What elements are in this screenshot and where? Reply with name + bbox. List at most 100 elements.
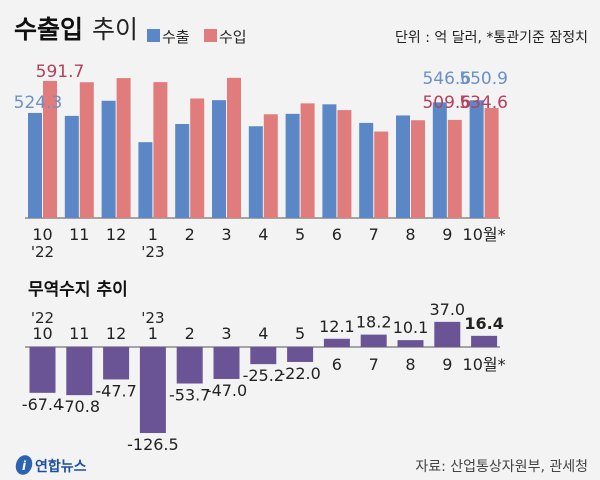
balance-chart-title: 무역수지 추이 bbox=[28, 280, 128, 300]
chart-title-light: 추이 bbox=[92, 15, 138, 44]
balance-bar bbox=[471, 335, 498, 347]
balance-bar bbox=[250, 347, 277, 365]
source-note: 자료: 산업통상자원부, 관세청 bbox=[415, 459, 588, 475]
x-tick-label: 6 bbox=[332, 355, 342, 374]
export-bar bbox=[285, 113, 300, 218]
x-tick-label: 9 bbox=[442, 225, 452, 244]
balance-bar bbox=[213, 347, 240, 379]
export-bar bbox=[469, 100, 484, 218]
x-tick-label: 10 bbox=[32, 225, 52, 244]
legend-swatch-imports bbox=[204, 29, 217, 42]
data-label: 550.9 bbox=[459, 69, 508, 89]
yonhap-logo: i 연합뉴스 bbox=[15, 455, 87, 475]
x-tick-label: 1 bbox=[148, 225, 158, 244]
x-tick-label: 12 bbox=[106, 225, 126, 244]
x-tick-label: 4 bbox=[258, 225, 268, 244]
data-label: 524.3 bbox=[14, 93, 63, 113]
x-tick-label: 7 bbox=[369, 355, 379, 374]
data-label: 509.6 bbox=[422, 93, 471, 113]
import-bar bbox=[374, 131, 389, 218]
balance-bar bbox=[360, 334, 387, 347]
data-label: 546.6 bbox=[422, 69, 471, 89]
year-label: '22 bbox=[31, 243, 54, 261]
import-bar bbox=[153, 82, 168, 218]
year-label: '23 bbox=[141, 243, 164, 261]
x-tick-label: 3 bbox=[221, 324, 231, 343]
value-label: -53.7 bbox=[169, 386, 210, 405]
export-bar bbox=[212, 100, 226, 218]
x-tick-label: 11 bbox=[69, 225, 89, 244]
x-tick-label: 5 bbox=[295, 324, 305, 343]
x-tick-label: 10월* bbox=[463, 355, 506, 374]
unit-note: 단위 : 억 달러, *통관기준 잠정치 bbox=[395, 30, 588, 46]
x-tick-label: 8 bbox=[405, 225, 415, 244]
export-bar bbox=[396, 115, 410, 218]
logo-glyph: i bbox=[22, 459, 27, 473]
data-label: 591.7 bbox=[36, 62, 85, 82]
x-tick-label: 9 bbox=[442, 355, 452, 374]
x-tick-label: 12 bbox=[106, 324, 126, 343]
import-bar bbox=[447, 119, 462, 218]
import-bar bbox=[300, 103, 315, 218]
export-bar bbox=[359, 122, 374, 218]
legend-label-exports: 수출 bbox=[162, 28, 190, 46]
balance-bar bbox=[397, 340, 424, 347]
x-tick-label: 5 bbox=[295, 225, 305, 244]
import-bar bbox=[79, 82, 94, 219]
value-label: -47.0 bbox=[206, 381, 247, 400]
value-label: 18.2 bbox=[356, 313, 392, 332]
balance-bar bbox=[323, 338, 350, 347]
legend-label-imports: 수입 bbox=[219, 28, 247, 46]
export-bar bbox=[101, 100, 116, 218]
x-tick-label: 2 bbox=[185, 324, 195, 343]
balance-bar bbox=[66, 347, 93, 396]
export-bar bbox=[322, 104, 337, 218]
value-label: -67.4 bbox=[22, 395, 63, 414]
import-bar bbox=[43, 80, 57, 219]
x-tick-label: 10월* bbox=[463, 225, 506, 244]
balance-bar bbox=[176, 347, 203, 384]
export-bar bbox=[28, 112, 42, 218]
export-bar bbox=[432, 102, 447, 218]
x-tick-label: 10 bbox=[32, 324, 52, 343]
x-tick-label: 1 bbox=[148, 324, 158, 343]
balance-bar bbox=[29, 347, 56, 393]
x-tick-label: 3 bbox=[221, 225, 231, 244]
import-bar bbox=[337, 110, 352, 218]
import-bar bbox=[116, 78, 131, 218]
value-label: -25.2 bbox=[243, 366, 284, 385]
x-tick-label: 8 bbox=[405, 355, 415, 374]
balance-bar bbox=[434, 321, 461, 347]
year-label: '22 bbox=[31, 309, 54, 327]
x-tick-label: 7 bbox=[369, 225, 379, 244]
export-bar bbox=[175, 123, 190, 218]
balance-bar bbox=[103, 347, 130, 380]
x-tick-label: 4 bbox=[258, 324, 268, 343]
value-label: 16.4 bbox=[464, 314, 503, 333]
balance-bar bbox=[139, 347, 166, 434]
value-label: -22.0 bbox=[279, 364, 320, 383]
import-bar bbox=[484, 108, 499, 218]
value-label: 37.0 bbox=[429, 300, 465, 319]
value-label: -47.7 bbox=[95, 381, 136, 400]
x-tick-label: 11 bbox=[69, 324, 89, 343]
logo-emblem-icon bbox=[15, 455, 33, 475]
import-bar bbox=[411, 120, 425, 218]
balance-bar bbox=[287, 347, 314, 362]
data-label: 534.6 bbox=[459, 93, 508, 113]
logo-text: 연합뉴스 bbox=[35, 458, 87, 475]
import-bar bbox=[263, 114, 278, 218]
year-label: '23 bbox=[141, 309, 164, 327]
value-label: 10.1 bbox=[393, 318, 429, 337]
x-tick-label: 2 bbox=[185, 225, 195, 244]
export-bar bbox=[64, 115, 79, 218]
legend-swatch-exports bbox=[147, 29, 160, 42]
import-bar bbox=[227, 77, 241, 218]
x-tick-label: 6 bbox=[332, 225, 342, 244]
export-bar bbox=[248, 126, 263, 218]
value-label: 12.1 bbox=[319, 317, 355, 336]
value-label: -70.8 bbox=[59, 397, 100, 416]
export-bar bbox=[138, 142, 153, 218]
value-label: -126.5 bbox=[127, 435, 179, 454]
